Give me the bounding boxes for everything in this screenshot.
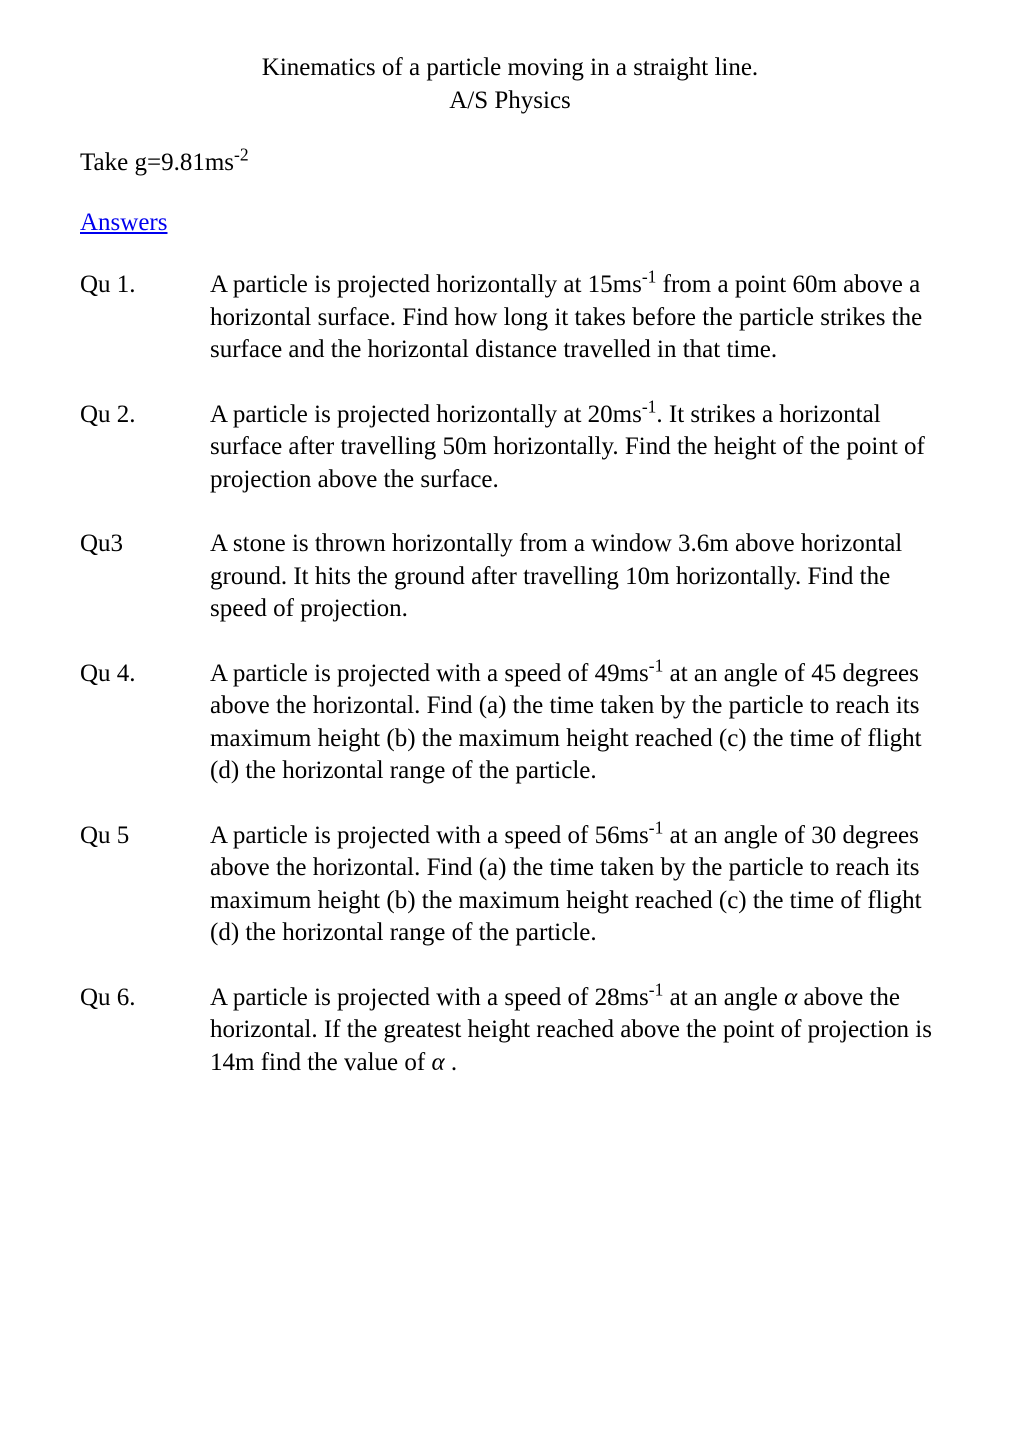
question-body: A particle is projected horizontally at … <box>210 399 940 497</box>
question-label: Qu 5 <box>80 820 210 950</box>
question-text: A particle is projected with a speed of … <box>210 822 649 849</box>
superscript: -1 <box>649 817 664 837</box>
question-text: at an angle <box>663 984 784 1011</box>
question-body: A stone is thrown horizontally from a wi… <box>210 528 940 626</box>
question-label: Qu 6. <box>80 982 210 1080</box>
question-4: Qu 4.A particle is projected with a spee… <box>80 658 940 788</box>
questions-container: Qu 1.A particle is projected horizontall… <box>80 269 940 1079</box>
question-text: A particle is projected with a speed of … <box>210 984 649 1011</box>
question-5: Qu 5A particle is projected with a speed… <box>80 820 940 950</box>
question-text: A particle is projected horizontally at … <box>210 401 642 428</box>
question-label: Qu 2. <box>80 399 210 497</box>
question-1: Qu 1.A particle is projected horizontall… <box>80 269 940 367</box>
superscript: -1 <box>642 396 657 416</box>
question-label: Qu 1. <box>80 269 210 367</box>
question-body: A particle is projected with a speed of … <box>210 820 940 950</box>
question-body: A particle is projected with a speed of … <box>210 658 940 788</box>
superscript: -1 <box>649 979 664 999</box>
take-g-superscript: -2 <box>234 145 249 165</box>
question-text: A particle is projected with a speed of … <box>210 660 649 687</box>
question-text: A particle is projected horizontally at … <box>210 271 642 298</box>
question-text: . <box>445 1049 458 1076</box>
question-body: A particle is projected horizontally at … <box>210 269 940 367</box>
alpha-symbol: α <box>784 984 797 1011</box>
question-6: Qu 6.A particle is projected with a spee… <box>80 982 940 1080</box>
take-g-note: Take g=9.81ms-2 <box>80 149 940 177</box>
question-label: Qu3 <box>80 528 210 626</box>
title-line-1: Kinematics of a particle moving in a str… <box>80 52 940 85</box>
question-body: A particle is projected with a speed of … <box>210 982 940 1080</box>
superscript: -1 <box>649 655 664 675</box>
alpha-symbol: α <box>431 1049 444 1076</box>
question-text: A stone is thrown horizontally from a wi… <box>210 530 902 622</box>
question-2: Qu 2.A particle is projected horizontall… <box>80 399 940 497</box>
answers-link[interactable]: Answers <box>80 209 168 237</box>
superscript: -1 <box>642 267 657 287</box>
question-label: Qu 4. <box>80 658 210 788</box>
title-line-2: A/S Physics <box>80 85 940 118</box>
question-3: Qu3A stone is thrown horizontally from a… <box>80 528 940 626</box>
title-section: Kinematics of a particle moving in a str… <box>80 52 940 117</box>
take-g-prefix: Take g=9.81ms <box>80 149 234 176</box>
